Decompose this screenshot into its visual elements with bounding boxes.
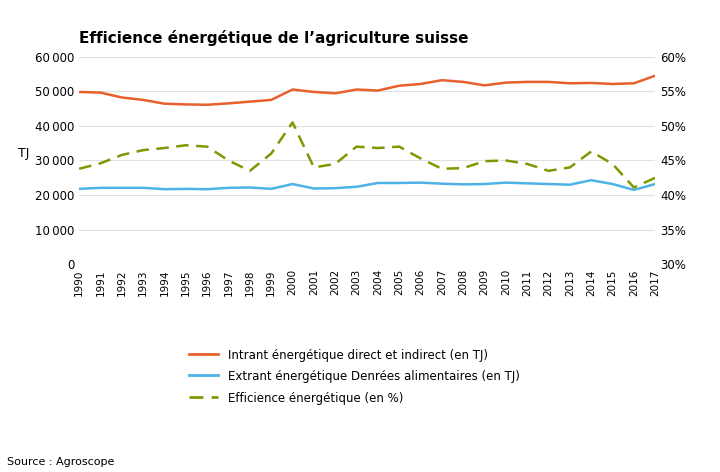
Text: Source : Agroscope: Source : Agroscope xyxy=(7,457,114,467)
Text: Efficience énergétique de l’agriculture suisse: Efficience énergétique de l’agriculture … xyxy=(79,30,469,46)
Legend: Intrant énergétique direct et indirect (en TJ), Extrant énergétique Denrées alim: Intrant énergétique direct et indirect (… xyxy=(189,349,520,405)
Y-axis label: TJ: TJ xyxy=(18,147,30,160)
